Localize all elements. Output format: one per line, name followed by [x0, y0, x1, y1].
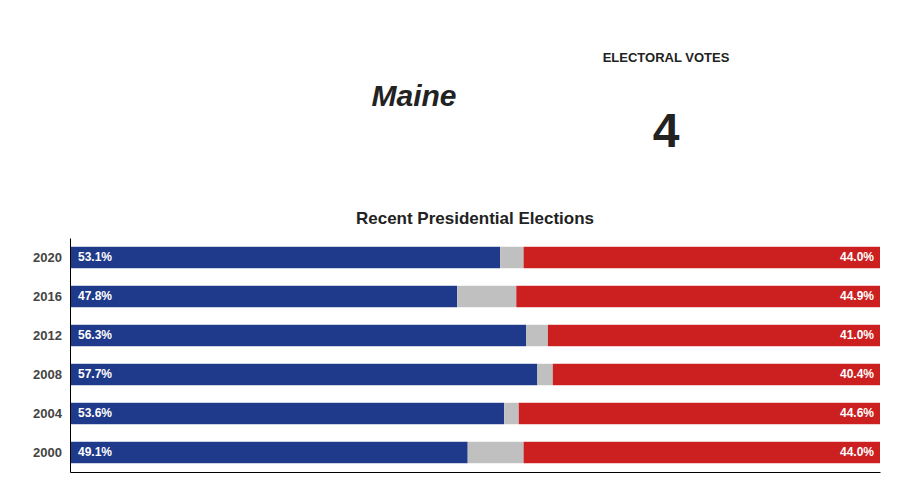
bar	[516, 286, 880, 307]
data-label: 57.7%	[78, 367, 112, 381]
bar	[468, 442, 524, 463]
bar	[504, 403, 519, 424]
series	[516, 247, 880, 463]
y-tick-label: 2000	[33, 445, 62, 460]
data-label: 40.4%	[840, 367, 874, 381]
annotation: ELECTORAL VOTES	[603, 50, 730, 65]
bar	[524, 442, 880, 463]
bar	[500, 247, 523, 268]
series	[70, 247, 537, 463]
bar	[70, 403, 504, 424]
annotation: 4	[653, 104, 680, 157]
data-label: 49.1%	[78, 445, 112, 459]
series	[457, 247, 553, 463]
y-axis: 2020 2016 2012 2008 2004 2000	[33, 239, 70, 473]
bar	[553, 364, 880, 385]
bar	[524, 247, 880, 268]
data-label: 56.3%	[78, 328, 112, 342]
y-tick: 2020	[33, 250, 70, 265]
bar	[548, 325, 880, 346]
bar	[537, 364, 552, 385]
data-label: 44.6%	[840, 406, 874, 420]
y-tick: 2016	[33, 289, 70, 304]
bar	[519, 403, 880, 424]
bar	[70, 247, 500, 268]
y-tick-label: 2004	[33, 406, 63, 421]
bar	[70, 286, 457, 307]
bar	[457, 286, 516, 307]
y-tick: 2008	[33, 367, 70, 382]
y-tick-label: 2020	[33, 250, 62, 265]
y-tick-label: 2012	[33, 328, 62, 343]
bar	[70, 442, 468, 463]
data-label: 44.0%	[840, 250, 874, 264]
data-label: 41.0%	[840, 328, 874, 342]
data-label: 44.9%	[840, 289, 874, 303]
y-tick: 2012	[33, 328, 70, 343]
chart-container: Maine ELECTORAL VOTES 4 Recent Presidential…	[0, 0, 900, 490]
x-axis-line	[71, 472, 881, 473]
data-label: 53.1%	[78, 250, 112, 264]
bar	[70, 364, 537, 385]
bar	[526, 325, 548, 346]
y-axis-line	[70, 239, 71, 473]
chart-svg: Maine ELECTORAL VOTES 4 Recent Presidential…	[0, 0, 900, 490]
y-tick-label: 2016	[33, 289, 62, 304]
data-labels: 53.1% 47.8% 56.3% 57.7% 53.6% 49.1% 44.0% 44.9%…	[78, 250, 874, 459]
chart-title: Recent Presidential Elections	[356, 209, 594, 228]
y-tick: 2000	[33, 445, 70, 460]
bars	[70, 247, 880, 463]
title: Maine	[371, 79, 456, 112]
y-tick-label: 2008	[33, 367, 62, 382]
data-label: 47.8%	[78, 289, 112, 303]
data-label: 53.6%	[78, 406, 112, 420]
y-tick: 2004	[33, 406, 70, 421]
plot: 53.1% 47.8% 56.3% 57.7% 53.6% 49.1% 44.0% 44.9%…	[33, 239, 880, 473]
bar	[70, 325, 526, 346]
data-label: 44.0%	[840, 445, 874, 459]
x-axis	[71, 472, 881, 473]
